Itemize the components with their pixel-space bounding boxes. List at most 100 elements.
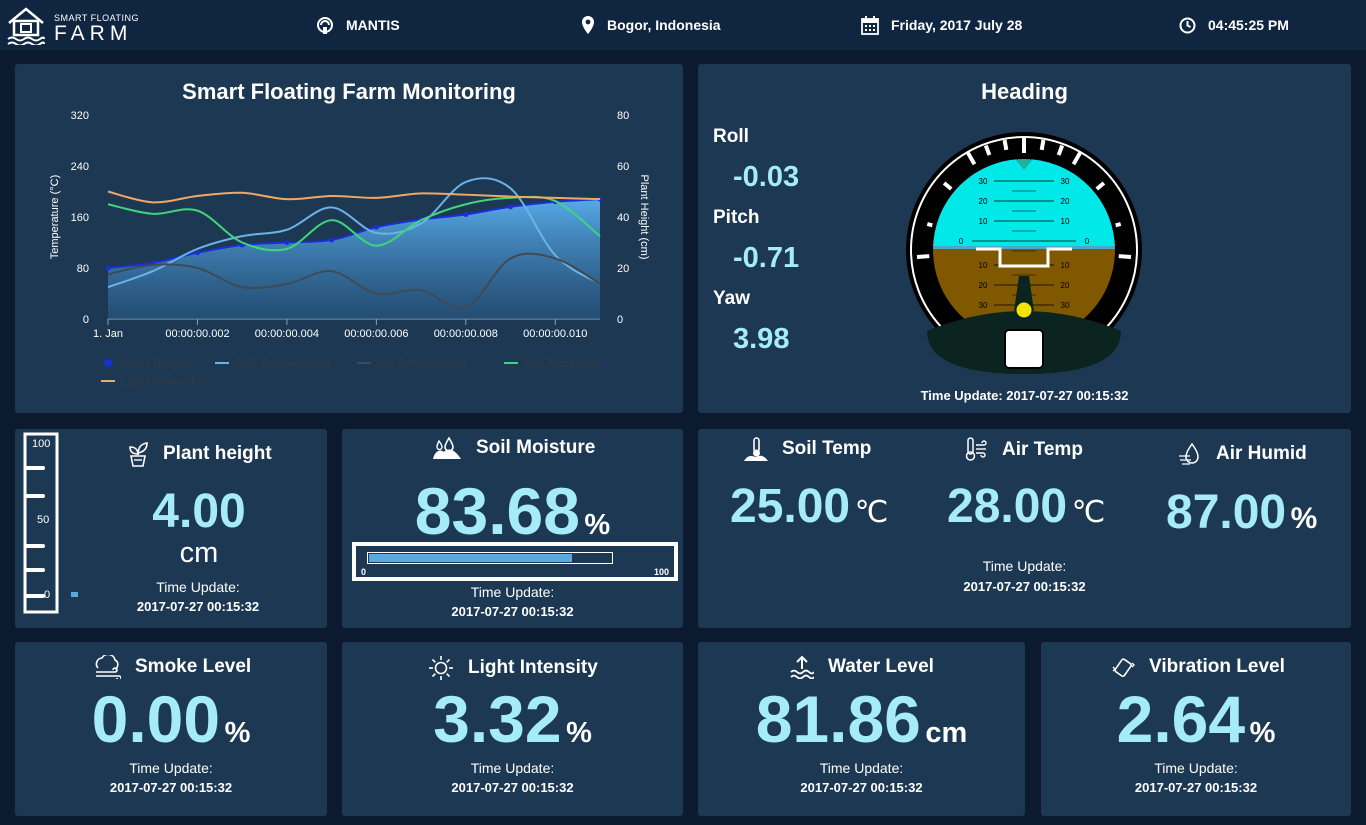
air-temp-unit: ℃ — [1071, 496, 1106, 529]
legend-item-air-temperature: Air Temperature — [376, 356, 468, 370]
gauge-min-label: 0 — [361, 567, 367, 577]
light-intensity-card: Light Intensity 3.32 % Time Update: 2017… — [342, 642, 683, 816]
pitch-ladder-label: 20 — [979, 197, 988, 206]
brand-big-text: FARM — [54, 22, 133, 45]
yaw-value: 3.98 — [733, 323, 790, 355]
gauge-max-label: 100 — [653, 567, 669, 577]
air-temp-title: Air Temp — [964, 437, 1083, 463]
light-intensity-title: Light Intensity — [428, 655, 598, 681]
aircraft-symbol — [976, 247, 1072, 268]
heading-knob[interactable] — [1004, 329, 1044, 369]
air-humid-reading: 87.00 % — [1166, 485, 1317, 540]
air-humid-label: Air Humid — [1216, 443, 1307, 464]
attitude-indicator: 30 30 20 20 10 10 0 0 10 10 20 20 30 30 — [906, 132, 1142, 374]
plant-height-label: Plant height — [163, 443, 272, 464]
soil-moisture-unit: % — [584, 509, 611, 541]
water-level-label: Water Level — [828, 656, 934, 677]
light-intensity-unit: % — [566, 717, 592, 749]
environment-time-value: 2017-07-27 00:15:32 — [963, 579, 1086, 594]
top-bar: SMART FLOATING FARM MANTIS Bogor, Indone… — [0, 0, 1366, 50]
plant-height-unit: cm — [179, 537, 219, 569]
time-label: 04:45:25 PM — [1208, 17, 1289, 33]
device-label: MANTIS — [346, 17, 400, 33]
signal-head-icon — [317, 17, 333, 34]
soil-drop-icon — [433, 436, 461, 459]
heading-panel: Heading Roll -0.03 Pitch -0.71 Yaw 3.98 — [698, 64, 1351, 413]
soil-temp-unit: ℃ — [854, 496, 889, 529]
map-pin-icon — [582, 16, 594, 34]
plant-height-point — [508, 204, 514, 210]
location: Bogor, Indonesia — [581, 15, 721, 35]
legend-item-soil-temperature: Soil Temperature — [234, 356, 331, 370]
soil-temperature-line — [107, 177, 601, 289]
soil-moisture-time-label: Time Update: — [470, 584, 555, 600]
soil-temp-label: Soil Temp — [782, 438, 872, 459]
environment-card: Soil Temp 25.00 ℃ Air Temp 28.00 ℃ Air H… — [698, 429, 1351, 628]
smoke-level-title: Smoke Level — [95, 655, 251, 679]
pitch-ladder-label: 0 — [959, 237, 964, 246]
vibration-level-reading: 2.64 % — [1041, 681, 1351, 757]
soil-moisture-title: Soil Moisture — [432, 436, 595, 460]
vibration-level-unit: % — [1249, 717, 1276, 749]
clock-icon — [1179, 17, 1196, 33]
soil-moisture-label: Soil Moisture — [476, 437, 596, 458]
soil-temp-reading: 25.00 ℃ — [730, 479, 888, 534]
soil-moisture-gauge-fill — [369, 554, 572, 562]
pitch-value: -0.71 — [733, 242, 800, 274]
ruler-tick-50: 50 — [37, 514, 50, 526]
wind-thermometer-icon — [965, 437, 987, 461]
x-axis-tick-label: 1. Jan — [93, 328, 123, 340]
smoke-level-value: 0.00 — [91, 682, 221, 756]
soil-moisture-reading: 83.68 % — [342, 473, 683, 549]
smoke-time-label: Time Update: — [129, 760, 213, 776]
pitch-ladder-label: 20 — [1061, 197, 1070, 206]
pitch-ladder-label: 20 — [1061, 281, 1070, 290]
y2-axis-tick-label: 80 — [617, 110, 629, 122]
brand-logo[interactable]: SMART FLOATING FARM — [6, 4, 146, 46]
smoke-icon — [95, 655, 121, 679]
monitoring-chart-panel: Smart Floating Farm Monitoring 0 80 160 240… — [15, 64, 683, 413]
water-time-label: Time Update: — [819, 760, 904, 776]
smoke-time-value: 2017-07-27 00:15:32 — [109, 780, 233, 795]
y-axis-tick-label: 80 — [77, 263, 89, 275]
humidity-icon — [1179, 442, 1199, 465]
vibration-level-title: Vibration Level — [1111, 655, 1285, 679]
device-name: MANTIS — [316, 15, 400, 35]
plant-height-level — [71, 591, 78, 597]
soil-moisture-gauge-track — [367, 552, 613, 564]
water-level-card: Water Level 81.86 cm Time Update: 2017-0… — [698, 642, 1025, 816]
yaw-label: Yaw — [713, 288, 750, 309]
y2-axis-tick-label: 60 — [617, 161, 629, 173]
light-time-label: Time Update: — [470, 760, 555, 776]
plant-height-card: 100 50 0 Plant height 4.00 cm Time Updat… — [15, 429, 327, 628]
environment-time-label: Time Update: — [982, 558, 1067, 574]
y-axis-tick-label: 160 — [71, 212, 89, 224]
light-time-value: 2017-07-27 00:15:32 — [451, 780, 574, 795]
y2-axis-tick-label: 20 — [617, 263, 629, 275]
light-intensity-line — [107, 190, 601, 204]
x-axis-tick-label: 00:00:00.004 — [255, 328, 319, 340]
house-wave-icon — [7, 7, 45, 45]
y-axis-tick-label: 0 — [83, 314, 89, 326]
water-time-value: 2017-07-27 00:15:32 — [800, 780, 923, 795]
pitch-ladder-label: 10 — [979, 261, 988, 270]
pitch-ladder-label: 10 — [979, 217, 988, 226]
vibration-time-label: Time Update: — [1154, 760, 1238, 776]
plant-height-ruler — [23, 432, 59, 614]
air-humid-unit: % — [1290, 502, 1318, 535]
pitch-ladder-label: 30 — [1061, 177, 1070, 186]
pitch-ladder-label: 10 — [1061, 217, 1070, 226]
sun-icon — [429, 656, 453, 680]
y-axis-title: Temperature (°C) — [49, 175, 61, 259]
light-intensity-value: 3.32 — [433, 682, 562, 756]
air-temp-value: 28.00 — [947, 480, 1068, 533]
x-axis-tick-label: 00:00:00.006 — [344, 328, 408, 340]
plant-height-area — [108, 199, 600, 319]
smoke-level-card: Smoke Level 0.00 % Time Update: 2017-07-… — [15, 642, 327, 816]
y-axis-tick-label: 240 — [71, 161, 89, 173]
vibration-level-label: Vibration Level — [1149, 656, 1285, 677]
water-level-value: 81.86 — [755, 682, 921, 756]
pitch-label: Pitch — [713, 207, 760, 228]
air-temperature-line — [107, 252, 601, 310]
pitch-ladder-label: 30 — [979, 301, 988, 310]
